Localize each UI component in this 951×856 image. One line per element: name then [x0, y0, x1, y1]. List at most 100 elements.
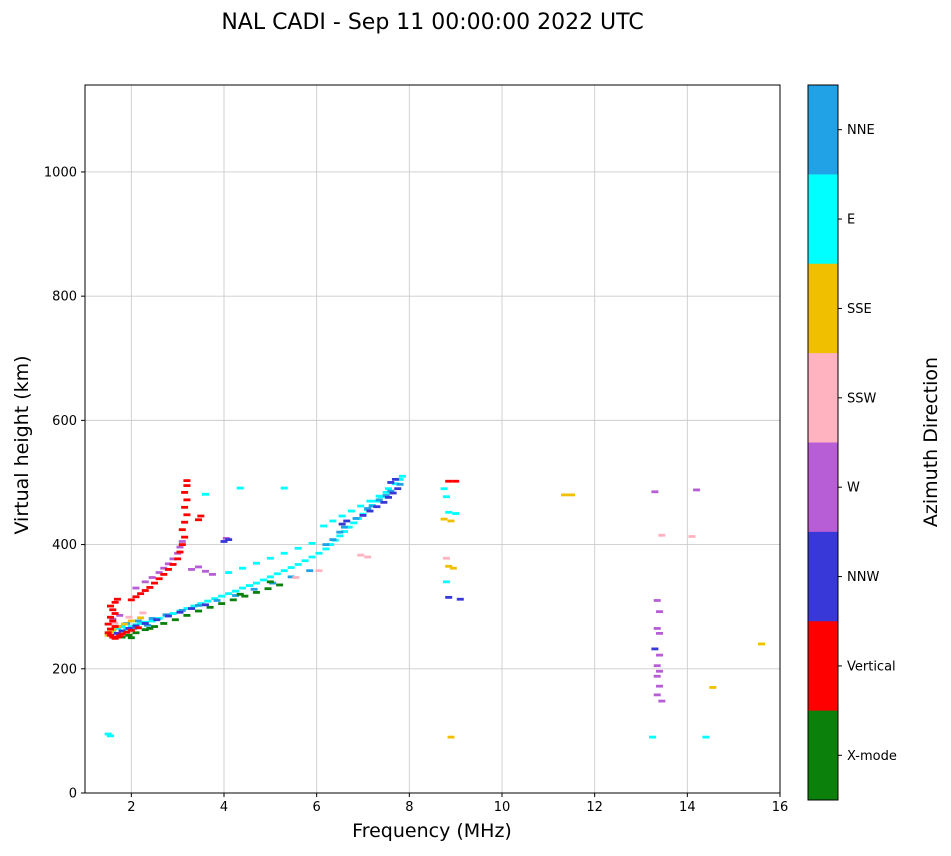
- data-point-e: [315, 551, 323, 555]
- colorbar-tick-label-e: E: [847, 213, 855, 228]
- colorbar-tick-label-vertical: Vertical: [847, 659, 896, 674]
- data-point-sse: [447, 735, 455, 739]
- colorbar-tick-label-sse: SSE: [847, 302, 872, 317]
- data-point-vertical: [104, 622, 112, 626]
- data-point-x-mode: [218, 602, 226, 605]
- data-point-e: [218, 594, 226, 598]
- data-point-vertical: [445, 479, 453, 483]
- data-point-vertical: [106, 627, 114, 631]
- data-point-x-mode: [276, 583, 284, 587]
- data-point-e: [702, 735, 710, 739]
- colorbar-label: Azimuth Direction: [920, 356, 942, 528]
- data-point-nnw: [225, 538, 233, 542]
- data-point-e: [266, 556, 274, 560]
- colorbar-tick-label-ssw: SSW: [847, 391, 877, 406]
- data-point-sse: [709, 686, 717, 689]
- data-point-e: [391, 482, 399, 486]
- data-point-w: [693, 488, 701, 492]
- data-point-x-mode: [127, 636, 135, 640]
- data-point-ssw: [111, 622, 119, 625]
- data-point-nne: [195, 604, 203, 607]
- data-point-e: [252, 561, 260, 565]
- data-point-e: [239, 586, 247, 590]
- data-point-w: [656, 669, 664, 673]
- data-point-w: [116, 613, 124, 617]
- data-point-x-mode: [146, 627, 154, 630]
- data-point-nne: [232, 594, 240, 597]
- data-point-w: [164, 562, 172, 566]
- y-tick-label: 800: [52, 290, 77, 305]
- data-point-e: [280, 486, 288, 490]
- data-point-vertical: [183, 498, 191, 502]
- data-point-vertical: [164, 568, 172, 571]
- data-point-nne: [375, 498, 383, 502]
- data-point-x-mode: [264, 587, 272, 591]
- colorbar-frame: [807, 84, 839, 801]
- data-point-e: [113, 627, 121, 630]
- data-point-w: [155, 571, 163, 574]
- data-point-vertical: [109, 619, 117, 623]
- x-axis-label: Frequency (MHz): [352, 820, 512, 842]
- data-point-ssw: [364, 555, 372, 559]
- data-point-vertical: [169, 563, 177, 566]
- data-point-e: [294, 546, 302, 550]
- chart-title: NAL CADI - Sep 11 00:00:00 2022 UTC: [221, 10, 644, 35]
- data-point-nnw: [394, 487, 402, 491]
- data-point-ssw: [139, 611, 147, 615]
- data-point-vertical: [137, 592, 145, 596]
- data-point-e: [118, 625, 126, 628]
- data-point-w: [132, 586, 140, 590]
- data-point-vertical: [111, 600, 119, 604]
- data-point-sse: [445, 564, 453, 568]
- data-point-nnw: [220, 540, 228, 543]
- data-point-w: [176, 545, 184, 549]
- data-point-vertical: [197, 514, 205, 518]
- data-point-e: [347, 509, 355, 513]
- data-point-nne: [329, 538, 337, 542]
- data-point-nnw: [387, 481, 395, 484]
- data-point-nnw: [176, 610, 184, 614]
- data-point-e: [442, 495, 450, 499]
- data-point-nnw: [391, 477, 399, 481]
- data-point-ssw: [688, 535, 696, 538]
- data-point-x-mode: [160, 622, 168, 625]
- data-point-nne: [287, 575, 295, 579]
- data-point-nnw: [201, 603, 209, 607]
- data-point-vertical: [106, 604, 114, 608]
- data-point-e: [357, 504, 365, 508]
- data-point-e: [106, 734, 114, 738]
- data-point-w: [195, 565, 203, 569]
- colorbar-tick-label-x-mode: X-mode: [847, 749, 897, 764]
- data-point-x-mode: [183, 613, 191, 617]
- data-point-e: [649, 735, 657, 739]
- data-point-nnw: [366, 509, 374, 513]
- data-point-e: [169, 612, 177, 615]
- data-point-x-mode: [171, 618, 179, 622]
- data-point-e: [366, 499, 374, 503]
- data-point-nnw: [188, 607, 196, 610]
- data-point-nne: [250, 587, 258, 591]
- data-point-w: [201, 569, 209, 573]
- data-point-w: [178, 540, 186, 543]
- data-point-sse: [120, 622, 128, 626]
- data-point-w: [656, 653, 664, 657]
- data-point-nnw: [141, 622, 149, 625]
- data-point-nnw: [389, 491, 397, 495]
- colorbar-segment-ssw: [808, 353, 838, 443]
- y-tick-label: 200: [52, 662, 77, 677]
- data-point-x-mode: [125, 633, 133, 637]
- data-point-sse: [440, 517, 448, 521]
- data-point-nnw: [343, 519, 351, 523]
- data-point-x-mode: [236, 592, 244, 596]
- data-point-e: [148, 619, 156, 623]
- data-point-nne: [144, 623, 152, 627]
- data-point-ssw: [315, 569, 323, 573]
- data-point-e: [280, 551, 288, 555]
- y-tick-label: 1000: [44, 165, 77, 180]
- y-axis-label: Virtual height (km): [11, 355, 33, 535]
- data-point-e: [301, 559, 309, 563]
- data-point-vertical: [181, 491, 189, 494]
- data-point-x-mode: [132, 631, 140, 635]
- data-point-vertical: [195, 518, 203, 522]
